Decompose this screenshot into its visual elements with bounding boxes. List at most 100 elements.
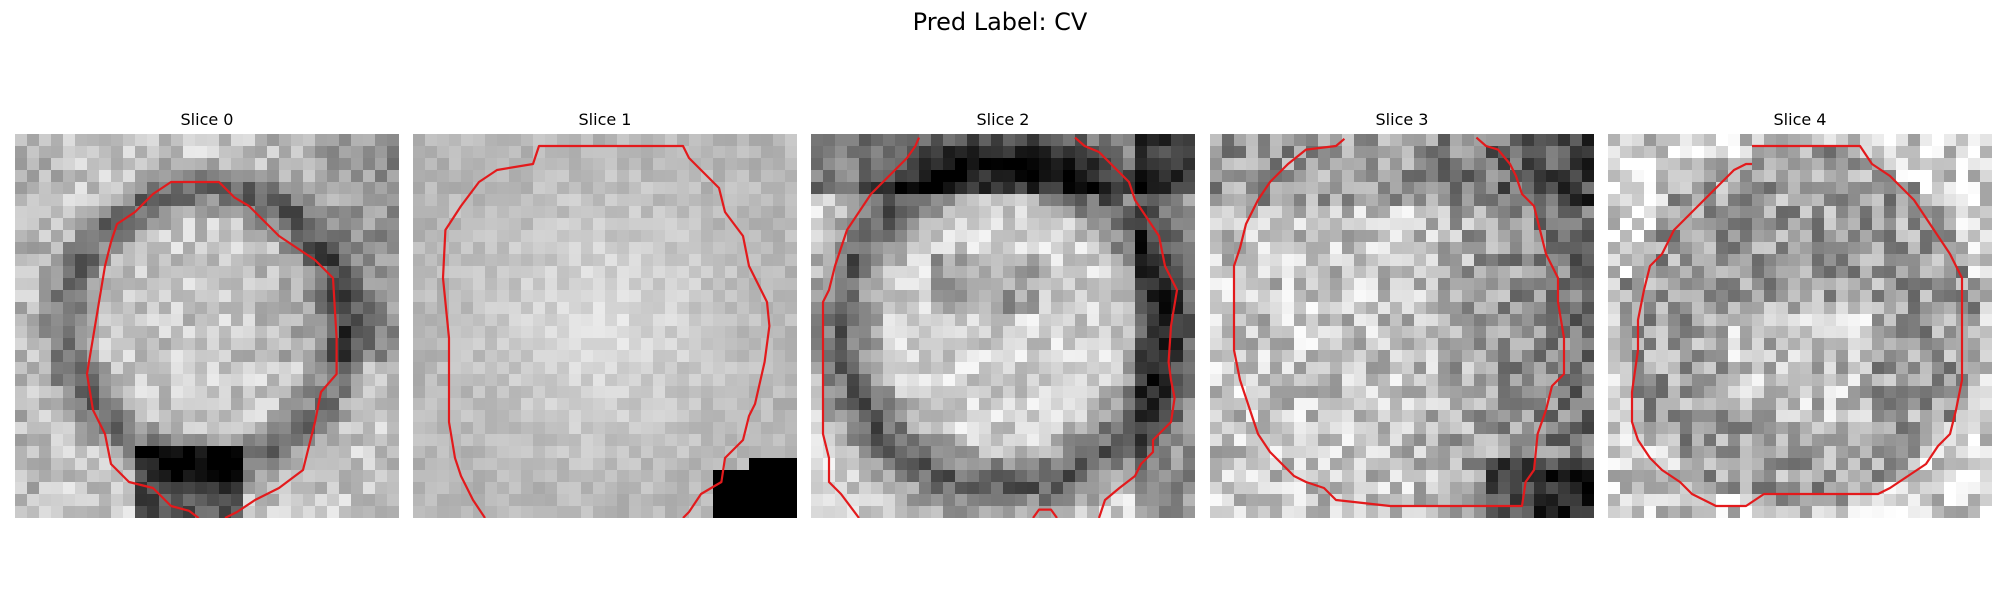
- pixel: [955, 350, 968, 363]
- pixel: [51, 146, 64, 159]
- pixel: [375, 422, 388, 435]
- pixel: [1426, 398, 1439, 411]
- pixel: [1330, 230, 1343, 243]
- pixel: [111, 494, 124, 507]
- pixel: [1462, 326, 1475, 339]
- pixel: [123, 410, 136, 423]
- pixel: [1450, 146, 1463, 159]
- pixel: [473, 314, 486, 327]
- pixel: [1438, 218, 1451, 231]
- pixel: [1270, 470, 1283, 483]
- pixel: [1836, 206, 1849, 219]
- pixel: [1258, 482, 1271, 495]
- pixel: [159, 290, 172, 303]
- pixel: [1884, 302, 1897, 315]
- pixel: [725, 398, 738, 411]
- pixel: [1246, 458, 1259, 471]
- pixel: [1171, 506, 1184, 518]
- pixel: [243, 362, 256, 375]
- pixel: [255, 242, 268, 255]
- pixel: [1246, 470, 1259, 483]
- pixel: [835, 146, 848, 159]
- pixel: [1680, 410, 1693, 423]
- pixel: [617, 194, 630, 207]
- pixel: [979, 278, 992, 291]
- pixel: [99, 314, 112, 327]
- pixel: [279, 194, 292, 207]
- pixel: [689, 194, 702, 207]
- pixel: [279, 362, 292, 375]
- pixel: [1354, 242, 1367, 255]
- pixel: [725, 422, 738, 435]
- pixel: [303, 206, 316, 219]
- pixel: [1788, 350, 1801, 363]
- pixel: [75, 350, 88, 363]
- pixel: [835, 506, 848, 518]
- pixel: [339, 218, 352, 231]
- pixel: [1378, 386, 1391, 399]
- pixel: [1632, 182, 1645, 195]
- pixel: [1704, 386, 1717, 399]
- pixel: [955, 314, 968, 327]
- pixel: [1968, 230, 1981, 243]
- pixel: [1968, 182, 1981, 195]
- pixel: [1270, 422, 1283, 435]
- pixel: [1183, 134, 1195, 147]
- pixel: [1644, 398, 1657, 411]
- pixel: [207, 218, 220, 231]
- pixel: [991, 470, 1004, 483]
- pixel: [1111, 326, 1124, 339]
- pixel: [1920, 194, 1933, 207]
- pixel: [725, 326, 738, 339]
- pixel: [267, 194, 280, 207]
- pixel: [497, 206, 510, 219]
- pixel: [1836, 146, 1849, 159]
- pixel: [871, 146, 884, 159]
- pixel: [327, 386, 340, 399]
- pixel: [1099, 182, 1112, 195]
- pixel: [1632, 254, 1645, 267]
- pixel: [315, 278, 328, 291]
- pixel: [1896, 134, 1909, 147]
- pixel: [171, 290, 184, 303]
- pixel: [1390, 386, 1403, 399]
- pixel: [931, 326, 944, 339]
- pixel: [1872, 182, 1885, 195]
- pixel: [943, 218, 956, 231]
- pixel: [425, 146, 438, 159]
- pixel: [1234, 314, 1247, 327]
- pixel: [1075, 302, 1088, 315]
- pixel: [943, 134, 956, 147]
- pixel: [1740, 302, 1753, 315]
- pixel: [895, 134, 908, 147]
- pixel: [725, 158, 738, 171]
- pixel: [1824, 206, 1837, 219]
- pixel: [1812, 170, 1825, 183]
- pixel: [1558, 482, 1571, 495]
- pixel: [919, 434, 932, 447]
- pixel: [147, 314, 160, 327]
- pixel: [1692, 290, 1705, 303]
- pixel: [1534, 158, 1547, 171]
- pixel: [1027, 218, 1040, 231]
- pixel: [387, 170, 399, 183]
- pixel: [1342, 206, 1355, 219]
- pixel: [1872, 170, 1885, 183]
- pixel: [1015, 458, 1028, 471]
- pixel: [485, 482, 498, 495]
- pixel: [1968, 362, 1981, 375]
- pixel: [761, 314, 774, 327]
- pixel: [207, 194, 220, 207]
- pixel: [363, 374, 376, 387]
- pixel: [847, 290, 860, 303]
- pixel: [871, 230, 884, 243]
- pixel: [1450, 374, 1463, 387]
- pixel: [859, 458, 872, 471]
- pixel: [1968, 410, 1981, 423]
- pixel: [1414, 314, 1427, 327]
- pixel: [955, 374, 968, 387]
- pixel: [1270, 314, 1283, 327]
- pixel: [39, 446, 52, 459]
- pixel: [1668, 182, 1681, 195]
- pixel: [1920, 446, 1933, 459]
